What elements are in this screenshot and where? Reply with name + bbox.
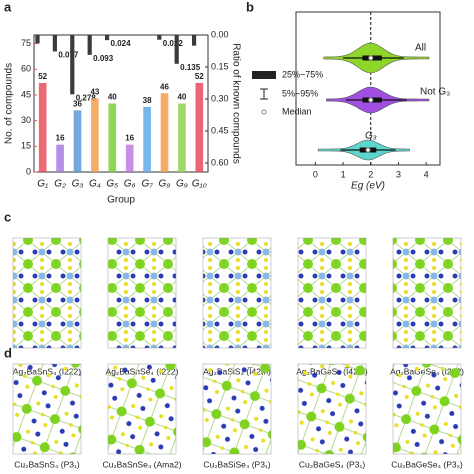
bar [160, 93, 169, 172]
structure-label: Cu₂BaSiSe₄ (P3₁) [203, 459, 270, 469]
y2-tick-label: 0.45 [211, 125, 229, 135]
ratio-bar [87, 35, 92, 55]
crystal-structure [392, 363, 462, 455]
x-tick-label: G₁ [37, 179, 48, 190]
ratio-label: 0.093 [93, 54, 114, 63]
bar [56, 144, 64, 172]
panel-label: c [4, 209, 11, 224]
x-tick-label: 2 [368, 169, 373, 179]
x-tick-label: 3 [396, 169, 401, 179]
y-tick-label: 75 [21, 38, 31, 48]
y-tick-label: 60 [21, 64, 31, 74]
y-tick-label: 30 [21, 115, 31, 125]
ratio-bar [157, 35, 162, 40]
crystal-structure [12, 363, 82, 455]
bar [195, 82, 204, 172]
plot-frame [295, 11, 441, 166]
x-tick-label: G₇ [141, 179, 153, 190]
ratio-label: 0.022 [163, 39, 184, 48]
x-tick-label: G₆ [124, 179, 136, 190]
series-label: G₃ [365, 131, 377, 142]
y-tick-label: 45 [21, 89, 31, 99]
x-tick-label: 0 [313, 169, 318, 179]
ratio-bar [174, 35, 179, 64]
x-axis-label: Eg (eV) [351, 181, 385, 192]
crystal-structure [202, 237, 272, 349]
y2-tick-label: 0.00 [211, 29, 229, 39]
bar-label: 38 [143, 96, 152, 105]
x-axis-label: Group [107, 195, 135, 206]
x-tick-label: G₂ [54, 179, 66, 190]
structure-label: Cu₂BaGeS₄ (P3₁) [299, 459, 365, 469]
ratio-bar [70, 35, 75, 95]
crystal-structure [107, 237, 177, 349]
bar [108, 103, 117, 172]
structure-label: Cu₂BaSnS₄ (P3₁) [14, 459, 80, 469]
x-tick-label: G₉ [176, 179, 188, 190]
legend-label: Median [282, 106, 312, 116]
ratio-bar [35, 35, 40, 44]
legend-label: 25%~75% [282, 69, 323, 79]
ratio-bar [191, 35, 197, 46]
bar-label: 43 [90, 87, 99, 96]
ratio-label: 0.278 [76, 93, 97, 102]
bar-label: 16 [125, 134, 134, 143]
y2-axis-label: Ratio of known compounds [230, 43, 241, 164]
crystal-structure [202, 363, 272, 455]
crystal-structure [297, 237, 367, 349]
bar-label: 16 [56, 134, 65, 143]
x-tick-label: G₄ [89, 179, 101, 190]
crystal-structure [392, 237, 462, 349]
y2-tick-label: 0.15 [211, 61, 229, 71]
ratio-label: 0.135 [180, 63, 201, 72]
y-axis-label: No. of compounds [4, 63, 15, 144]
bar [91, 98, 99, 172]
x-tick-label: G₃ [72, 179, 84, 190]
bar-label: 36 [73, 99, 82, 108]
crystal-structure [12, 237, 82, 349]
panel-label: d [4, 345, 12, 360]
bar [143, 106, 151, 172]
x-tick-label: G₅ [106, 179, 118, 190]
bar-label: 52 [195, 72, 204, 81]
legend-median-swatch [261, 109, 267, 115]
panel-label: a [4, 0, 12, 14]
y-tick-label: 0 [26, 166, 31, 176]
legend-box-swatch [252, 71, 276, 79]
median [368, 55, 374, 61]
ratio-label: 0.024 [111, 39, 132, 48]
ratio-bar [104, 35, 110, 41]
y2-tick-label: 0.60 [211, 157, 229, 167]
bar-label: 46 [160, 82, 169, 91]
median [368, 97, 374, 103]
bar [125, 144, 134, 172]
series-label: Not G₃ [420, 87, 450, 98]
median [365, 147, 371, 153]
ratio-label: 0.077 [58, 51, 79, 60]
x-tick-label: G₈ [159, 179, 171, 190]
structure-label: Cu₂BaGeSe₄ (P3₂) [391, 459, 463, 469]
bar [73, 110, 82, 172]
y-tick-label: 15 [21, 141, 31, 151]
bar [178, 103, 186, 172]
crystal-structure [297, 363, 367, 455]
ratio-bar [52, 35, 57, 52]
x-tick-label: 1 [341, 169, 346, 179]
bar-label: 40 [177, 93, 186, 102]
bar-label: 52 [38, 72, 47, 81]
y2-tick-label: 0.30 [211, 93, 229, 103]
structure-label: Cu₂BaSnSe₄ (Ama2) [102, 459, 181, 469]
panel-label: b [246, 0, 254, 14]
plot-frame [33, 34, 209, 173]
legend-label: 5%~95% [282, 88, 318, 98]
x-tick-label: 4 [424, 169, 429, 179]
series-label: All [415, 43, 426, 54]
bar [38, 82, 47, 172]
crystal-structure [107, 363, 177, 455]
x-tick-label: G₁₀ [192, 179, 207, 190]
bar-label: 40 [108, 93, 117, 102]
